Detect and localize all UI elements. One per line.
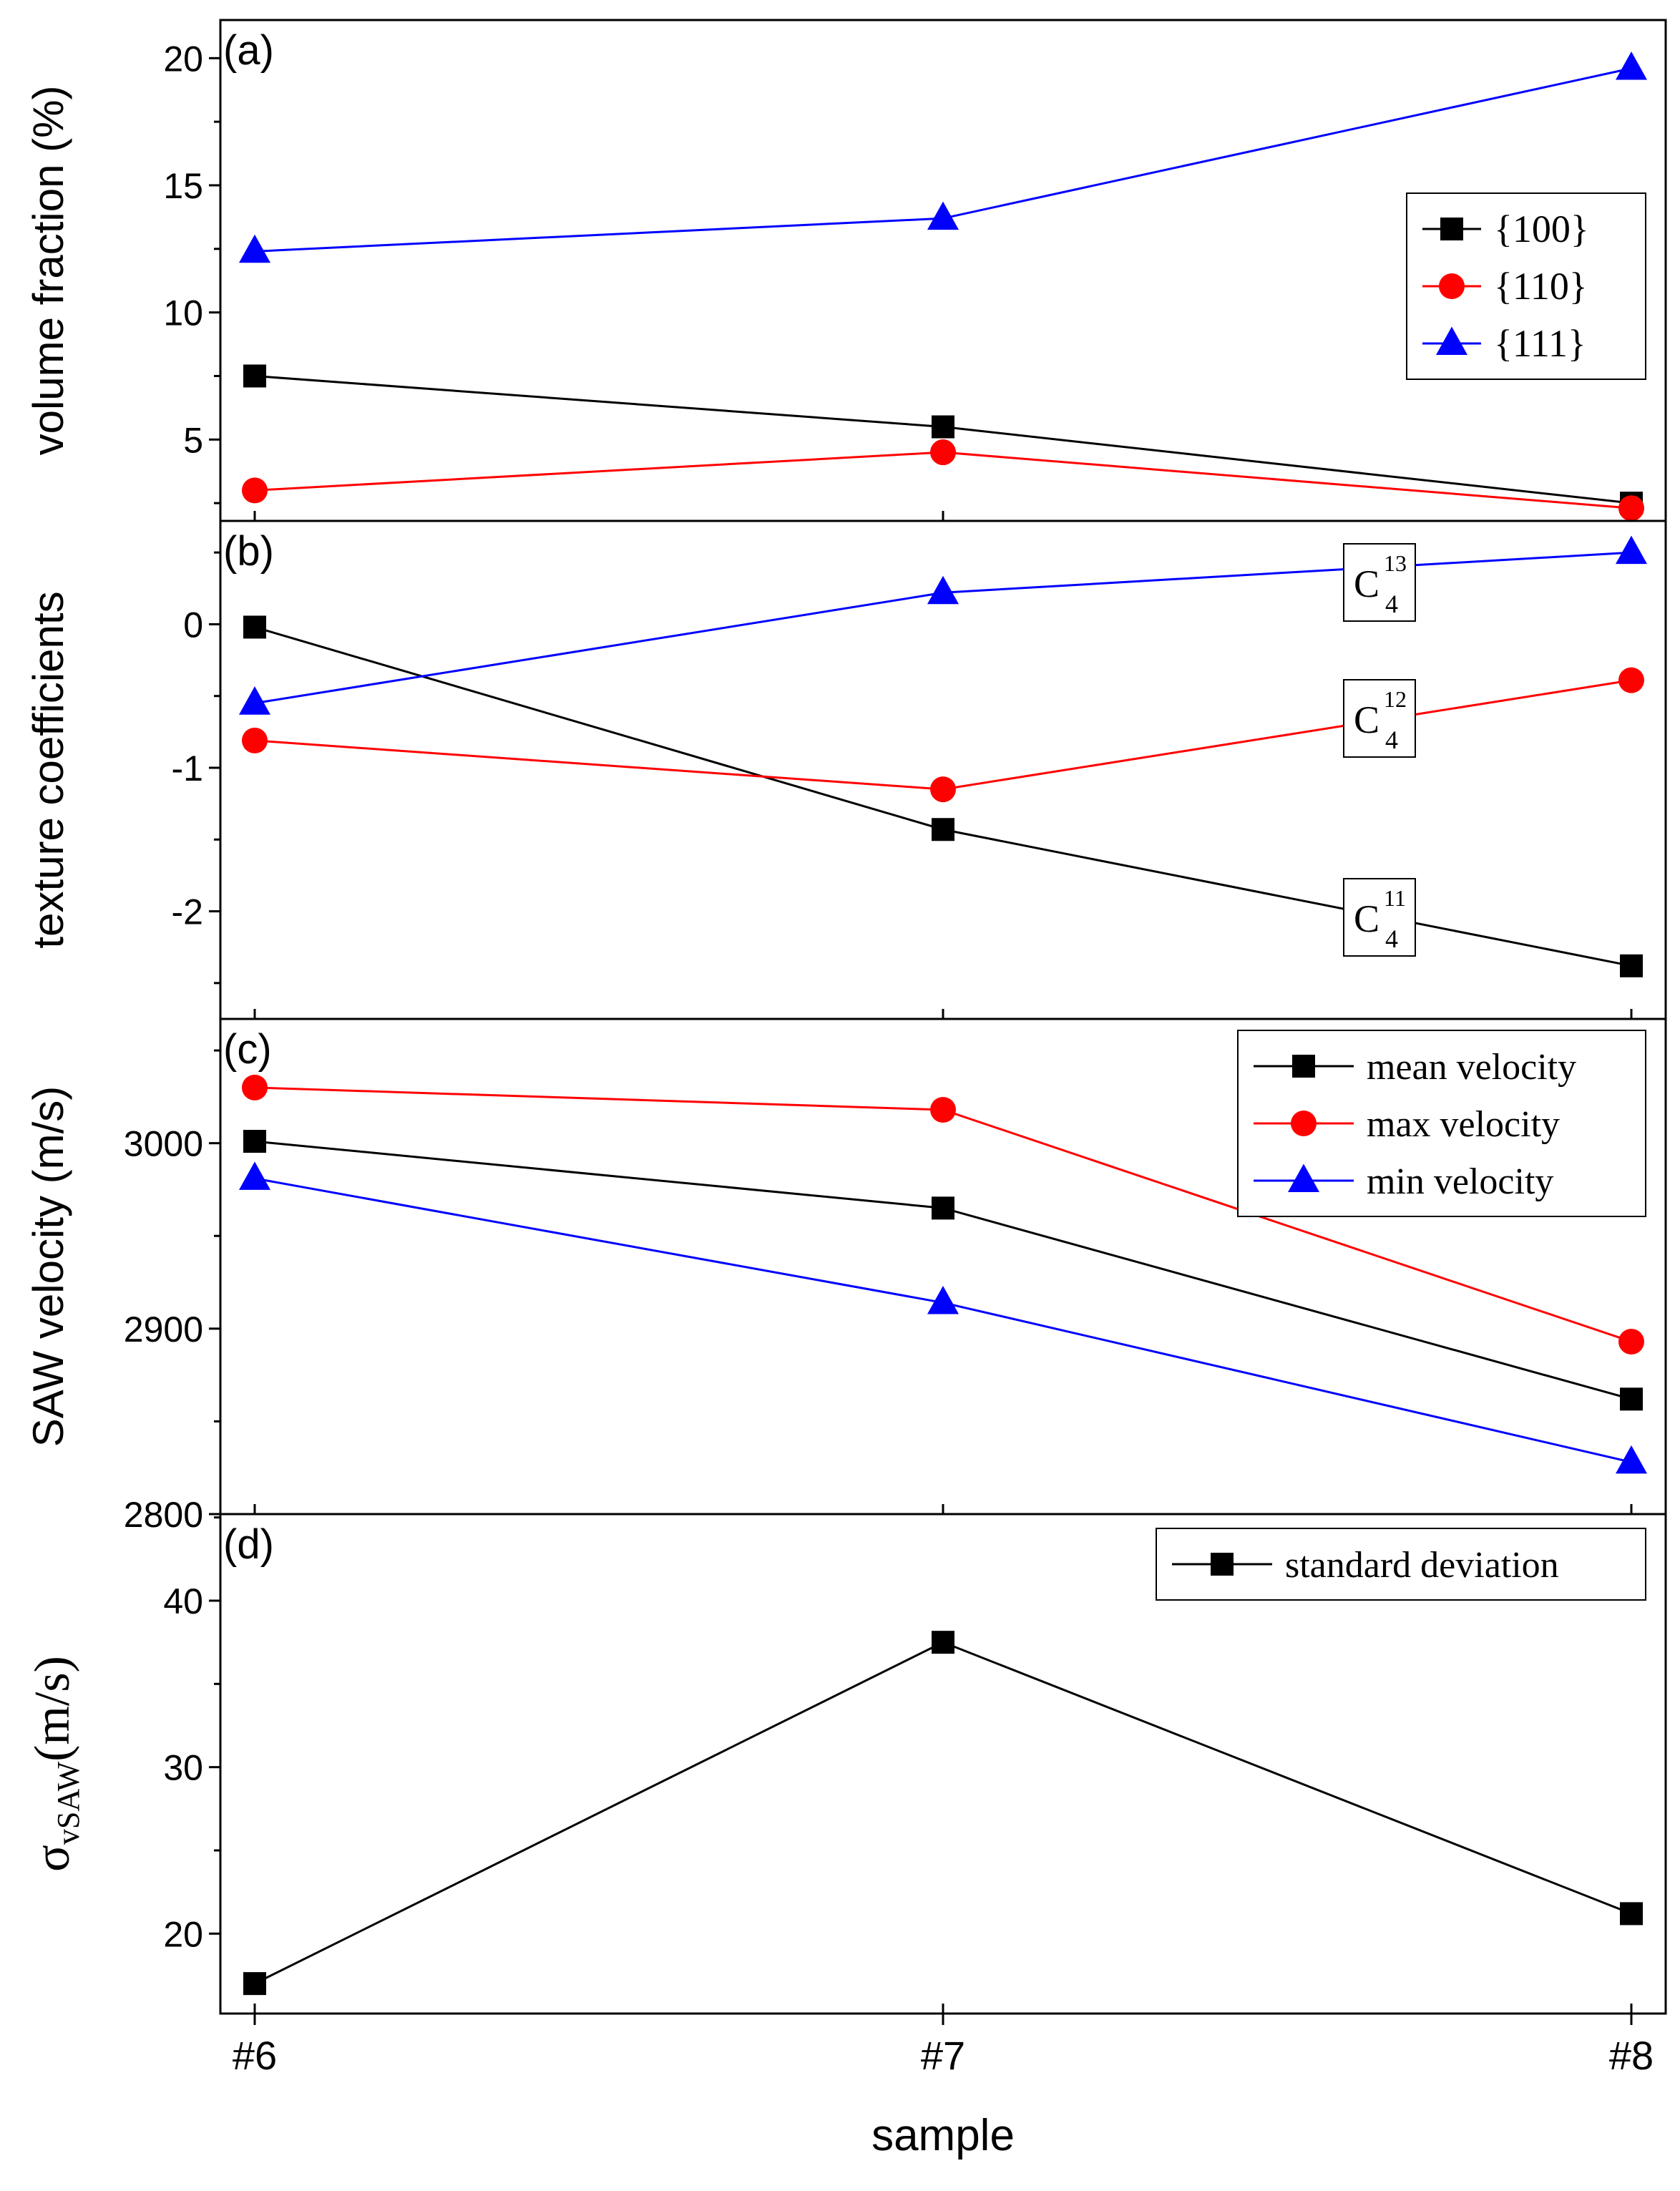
panel-c: 2800 2900 3000 (c) SAW velocity (m/s) mean ve… xyxy=(24,1018,1667,1535)
data-point xyxy=(1620,1387,1643,1411)
data-point xyxy=(1620,954,1643,977)
series-0 xyxy=(243,1631,1643,1996)
data-point xyxy=(242,477,268,504)
legend-label: min velocity xyxy=(1367,1161,1553,1202)
y-tick-label: 0 xyxy=(183,605,203,645)
y-tick-label: 30 xyxy=(163,1748,203,1788)
annotation-base: C xyxy=(1354,562,1379,605)
x-tick-label: #7 xyxy=(921,2033,965,2078)
annotation-base: C xyxy=(1354,698,1379,741)
series-annotation: C 13 4 xyxy=(1343,543,1416,622)
data-point xyxy=(932,818,954,841)
data-point xyxy=(243,364,266,388)
data-point xyxy=(1620,1902,1643,1926)
data-point xyxy=(930,439,956,466)
annotation-subscript: 4 xyxy=(1385,726,1398,754)
annotation-superscript: 11 xyxy=(1384,885,1406,911)
data-point xyxy=(1616,51,1647,80)
legend-marker xyxy=(1292,1055,1315,1078)
legend-label: standard deviation xyxy=(1285,1545,1559,1586)
series-1 xyxy=(242,1074,1644,1355)
data-point xyxy=(243,1972,266,1996)
y-tick-label: 5 xyxy=(183,420,203,460)
series-0 xyxy=(243,1130,1643,1411)
legend-label: {111} xyxy=(1494,322,1586,365)
x-axis-title: sample xyxy=(871,2111,1015,2160)
legend-marker xyxy=(1436,326,1467,355)
legend: standard deviation xyxy=(1156,1528,1646,1601)
annotation-base: C xyxy=(1354,897,1379,940)
y-tick-label: 20 xyxy=(163,1914,203,1954)
annotation-box xyxy=(1343,679,1416,758)
y-tick-label: 3000 xyxy=(124,1124,203,1164)
y-tick-label: 20 xyxy=(163,39,203,79)
annotation-box xyxy=(1343,543,1416,622)
annotation-subscript: 4 xyxy=(1385,590,1398,618)
legend-marker xyxy=(1440,218,1463,240)
series-1 xyxy=(242,439,1644,522)
y-axis-title: volume fraction (%) xyxy=(24,86,72,456)
legend-marker xyxy=(1211,1553,1234,1576)
legend-label: max velocity xyxy=(1367,1104,1560,1145)
panel-label: (b) xyxy=(223,528,274,575)
x-axis: #6 #7 #8 xyxy=(233,2014,1654,2078)
data-point xyxy=(239,234,270,263)
y-axis-title: SAW velocity (m/s) xyxy=(24,1086,72,1447)
y-tick-label: 2800 xyxy=(124,1495,203,1535)
legend-marker xyxy=(1291,1111,1317,1136)
data-point xyxy=(239,1161,270,1190)
y-tick-label: -1 xyxy=(172,748,203,789)
data-point xyxy=(1618,1328,1644,1355)
y-axis-title: σvSAW(m/s) xyxy=(25,1656,86,1872)
series-2 xyxy=(239,1161,1647,1474)
data-point xyxy=(932,415,954,439)
legend-marker xyxy=(1288,1163,1319,1192)
y-tick-label: 2900 xyxy=(124,1309,203,1350)
y-tick-label: 40 xyxy=(163,1581,203,1621)
series-annotation: C 12 4 xyxy=(1343,679,1416,758)
data-point xyxy=(242,727,268,753)
x-tick-label: #8 xyxy=(1609,2033,1654,2078)
legend-label: mean velocity xyxy=(1367,1047,1576,1088)
data-point xyxy=(239,686,270,715)
legend-label: {100} xyxy=(1494,208,1589,250)
legend: mean velocity max velocity min velocity xyxy=(1237,1030,1646,1217)
data-point xyxy=(932,1631,954,1654)
y-tick-label: 15 xyxy=(163,166,203,206)
y-tick-label: 10 xyxy=(163,293,203,333)
panel-d: 20 30 40 (d) σvSAW(m/s) standard deviation xyxy=(25,1513,1667,2015)
data-point xyxy=(927,575,959,605)
panel-label: (a) xyxy=(223,27,274,74)
data-point xyxy=(243,1130,266,1153)
y-tick-label: -2 xyxy=(172,892,203,932)
data-point xyxy=(1616,535,1647,565)
panel-label: (c) xyxy=(223,1026,272,1073)
data-point xyxy=(1616,1445,1647,1474)
annotation-superscript: 12 xyxy=(1384,686,1407,712)
data-point xyxy=(1618,667,1644,693)
series-annotation: C 11 4 xyxy=(1343,878,1416,957)
annotation-superscript: 13 xyxy=(1384,550,1407,576)
data-point xyxy=(932,1196,954,1220)
x-tick-label: #6 xyxy=(233,2033,277,2078)
series-2 xyxy=(239,51,1647,263)
data-point xyxy=(927,1285,959,1314)
data-point xyxy=(930,776,956,803)
y-axis-title: texture coefficients xyxy=(24,591,72,948)
data-point xyxy=(243,615,266,639)
data-point xyxy=(930,1096,956,1123)
data-point xyxy=(927,201,959,230)
legend-label: {110} xyxy=(1494,265,1588,308)
annotation-box xyxy=(1343,878,1416,957)
data-point xyxy=(1618,495,1644,522)
legend: {100} {110} {111} xyxy=(1406,192,1646,380)
annotation-subscript: 4 xyxy=(1385,924,1398,953)
data-point xyxy=(242,1074,268,1101)
panel-label: (d) xyxy=(223,1521,274,1568)
legend-marker xyxy=(1439,273,1465,299)
